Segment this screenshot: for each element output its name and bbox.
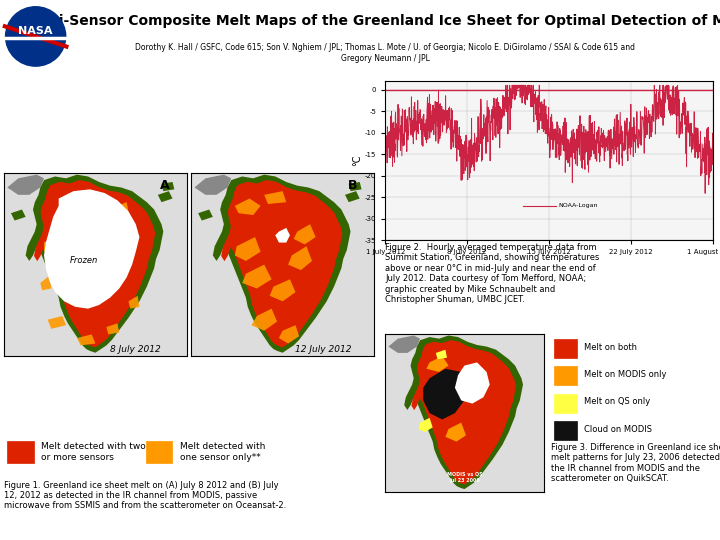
Polygon shape <box>426 356 449 372</box>
Polygon shape <box>294 224 315 245</box>
Bar <box>554 366 577 385</box>
Polygon shape <box>423 369 467 420</box>
Text: Multi-Sensor Composite Melt Maps of the Greenland Ice Sheet for Optimal Detectio: Multi-Sensor Composite Melt Maps of the … <box>24 14 720 28</box>
Text: NOAA-Logan: NOAA-Logan <box>559 204 598 208</box>
Polygon shape <box>198 210 213 220</box>
Polygon shape <box>418 418 433 432</box>
Text: Melt detected with
one sensor only**: Melt detected with one sensor only** <box>179 442 265 462</box>
Polygon shape <box>388 335 420 353</box>
Polygon shape <box>242 265 271 288</box>
Text: MODIS vs QS
Jul 23 2006: MODIS vs QS Jul 23 2006 <box>446 472 482 483</box>
Polygon shape <box>436 350 447 359</box>
Text: A: A <box>161 179 170 192</box>
Polygon shape <box>26 174 163 353</box>
Polygon shape <box>345 191 360 202</box>
Polygon shape <box>348 182 361 191</box>
Polygon shape <box>264 191 287 204</box>
Polygon shape <box>275 228 290 242</box>
Polygon shape <box>11 210 26 220</box>
Text: 12 July 2012: 12 July 2012 <box>294 345 351 354</box>
Text: 8 July 2012: 8 July 2012 <box>110 345 161 354</box>
Text: Figure 2.  Hourly averaged temperature data from
Summit Station, Greenland, show: Figure 2. Hourly averaged temperature da… <box>385 243 600 304</box>
Polygon shape <box>7 174 44 195</box>
Polygon shape <box>194 174 231 195</box>
Text: Cloud on MODIS: Cloud on MODIS <box>584 424 652 434</box>
Polygon shape <box>288 246 312 270</box>
Polygon shape <box>446 423 466 442</box>
Text: Melt on MODIS only: Melt on MODIS only <box>584 370 667 379</box>
Polygon shape <box>128 296 140 309</box>
Polygon shape <box>404 335 523 489</box>
Polygon shape <box>279 325 299 343</box>
Polygon shape <box>68 197 83 208</box>
Polygon shape <box>455 362 490 403</box>
Text: B: B <box>348 179 357 192</box>
Bar <box>554 421 577 440</box>
Y-axis label: °C: °C <box>352 155 362 166</box>
Text: Dorothy K. Hall / GSFC, Code 615; Son V. Nghiem / JPL; Thomas L. Mote / U. of Ge: Dorothy K. Hall / GSFC, Code 615; Son V.… <box>135 43 635 63</box>
Polygon shape <box>411 340 516 484</box>
Polygon shape <box>221 180 343 347</box>
Text: Frozen: Frozen <box>71 256 99 266</box>
Circle shape <box>6 7 66 66</box>
Polygon shape <box>34 180 156 347</box>
Polygon shape <box>158 191 173 202</box>
Polygon shape <box>44 237 53 252</box>
Text: NASA: NASA <box>19 26 53 36</box>
Polygon shape <box>235 199 261 215</box>
Text: Figure 3. Difference in Greenland ice sheet
melt patterns for July 23, 2006 dete: Figure 3. Difference in Greenland ice sh… <box>551 443 720 483</box>
Bar <box>554 394 577 413</box>
Text: Melt on both: Melt on both <box>584 343 637 352</box>
Polygon shape <box>213 174 351 353</box>
Bar <box>554 339 577 358</box>
Bar <box>7 441 34 463</box>
Polygon shape <box>48 316 66 329</box>
Polygon shape <box>117 202 128 213</box>
Polygon shape <box>40 275 51 291</box>
Text: Figure 1. Greenland ice sheet melt on (A) July 8 2012 and (B) July
12, 2012 as d: Figure 1. Greenland ice sheet melt on (A… <box>4 481 286 510</box>
Text: Melt on QS only: Melt on QS only <box>584 397 650 407</box>
Polygon shape <box>161 182 174 191</box>
Bar <box>146 441 172 463</box>
Polygon shape <box>44 190 140 309</box>
Polygon shape <box>77 334 95 346</box>
Polygon shape <box>107 323 120 334</box>
Polygon shape <box>270 279 295 301</box>
Polygon shape <box>251 309 277 330</box>
Text: Melt detected with two
or more sensors: Melt detected with two or more sensors <box>41 442 145 462</box>
Polygon shape <box>235 237 261 261</box>
